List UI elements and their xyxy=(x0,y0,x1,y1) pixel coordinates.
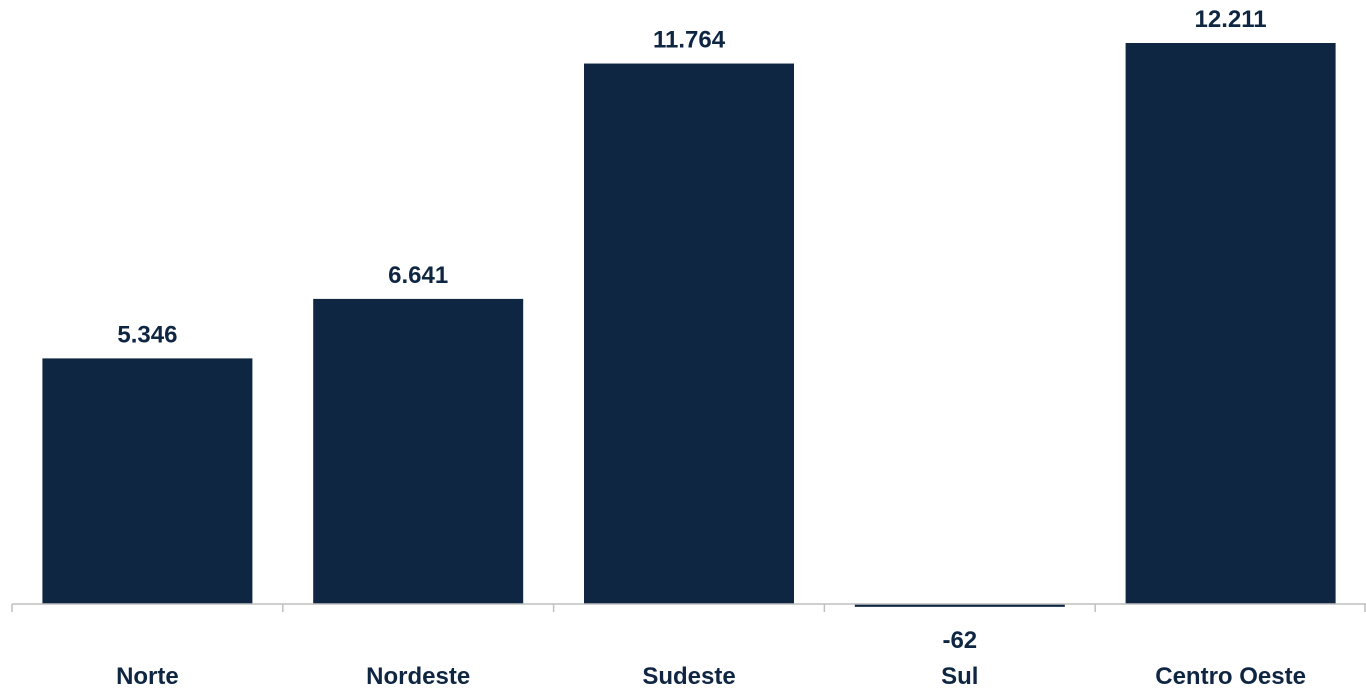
value-label: 11.764 xyxy=(653,27,726,54)
labels-group: 5.346 Norte 6.641 Nordeste 11.764 Sudeste -62 S… xyxy=(116,6,1306,690)
category-label: Sul xyxy=(941,663,978,690)
category-label: Sudeste xyxy=(642,663,735,690)
value-label: 12.211 xyxy=(1195,6,1267,33)
bar-centro-oeste xyxy=(1125,43,1336,604)
value-label: 5.346 xyxy=(117,321,177,348)
bar-nordeste xyxy=(313,298,524,604)
value-label: -62 xyxy=(942,627,977,654)
bars-group xyxy=(42,43,1336,607)
x-axis xyxy=(11,603,1366,612)
category-label: Norte xyxy=(116,663,179,690)
bar-sudeste xyxy=(584,63,794,605)
category-label: Centro Oeste xyxy=(1155,663,1306,690)
bar-sul xyxy=(854,604,1065,607)
bar-norte xyxy=(42,358,253,604)
value-label: 6.641 xyxy=(388,262,448,289)
category-label: Nordeste xyxy=(366,663,470,690)
